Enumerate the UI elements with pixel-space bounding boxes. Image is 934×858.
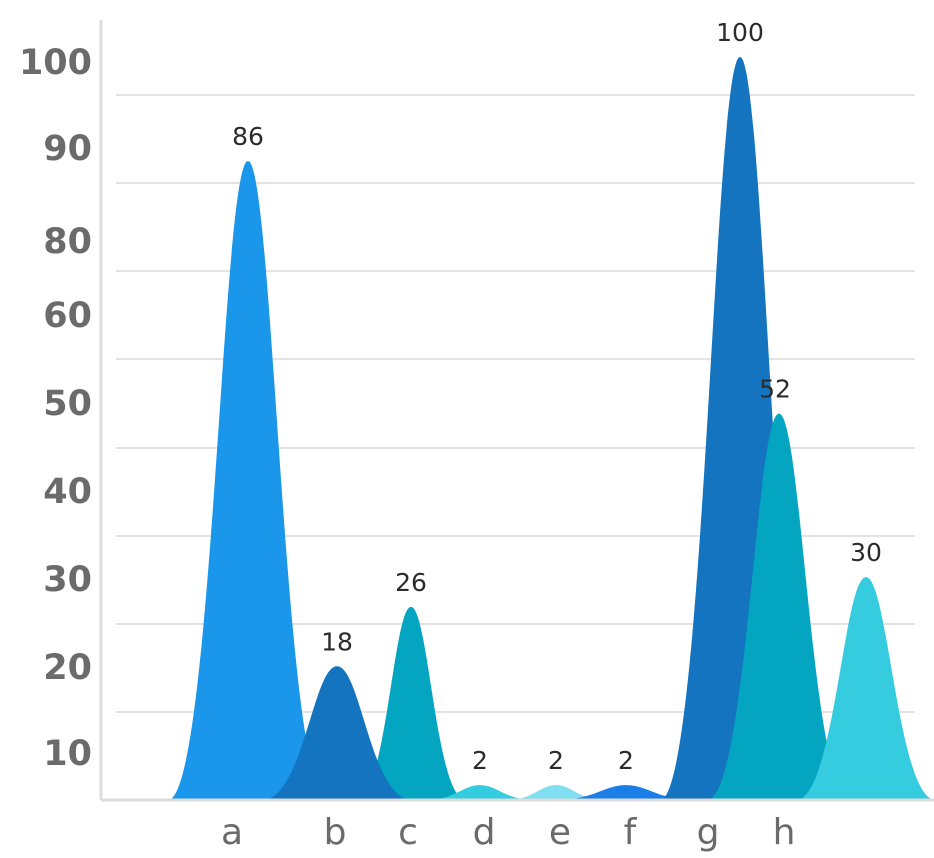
data-label: 30 bbox=[850, 538, 882, 567]
data-label: 2 bbox=[618, 746, 634, 775]
peak-extra-8 bbox=[796, 577, 934, 800]
peak-c bbox=[356, 606, 466, 800]
data-label: 26 bbox=[395, 568, 427, 597]
peak-e bbox=[506, 785, 606, 800]
x-tick-label: a bbox=[221, 812, 243, 853]
data-labels: 86 18 26 2 2 2 100 52 30 bbox=[232, 18, 882, 775]
x-tick-label: e bbox=[549, 812, 571, 853]
x-ticks: a b c d e f g h bbox=[221, 812, 795, 853]
y-tick-label: 30 bbox=[43, 560, 92, 600]
x-tick-label: b bbox=[324, 812, 347, 853]
x-tick-label: d bbox=[473, 812, 496, 853]
y-tick-label: 20 bbox=[43, 648, 92, 688]
y-tick-label: 80 bbox=[43, 222, 92, 262]
x-tick-label: f bbox=[624, 812, 638, 853]
y-tick-label: 90 bbox=[43, 129, 92, 169]
data-label: 2 bbox=[472, 746, 488, 775]
y-tick-label: 100 bbox=[19, 43, 92, 83]
data-label: 86 bbox=[232, 122, 264, 151]
peaks bbox=[168, 57, 934, 800]
peak-h bbox=[707, 413, 851, 800]
data-label: 100 bbox=[716, 18, 764, 47]
peak-d bbox=[425, 785, 535, 800]
peak-b bbox=[262, 666, 412, 800]
x-tick-label: h bbox=[773, 812, 796, 853]
y-tick-label: 10 bbox=[43, 734, 92, 774]
peak-a bbox=[168, 161, 328, 800]
y-tick-label: 50 bbox=[43, 384, 92, 424]
y-tick-label: 60 bbox=[43, 296, 92, 336]
x-tick-label: g bbox=[697, 812, 720, 853]
y-tick-label: 40 bbox=[43, 472, 92, 512]
data-label: 18 bbox=[321, 627, 353, 656]
x-tick-label: c bbox=[398, 812, 418, 853]
data-label: 2 bbox=[548, 746, 564, 775]
peak-f bbox=[556, 785, 696, 800]
data-label: 52 bbox=[759, 375, 791, 404]
y-ticks: 10 20 30 40 50 60 80 90 100 bbox=[19, 43, 92, 774]
